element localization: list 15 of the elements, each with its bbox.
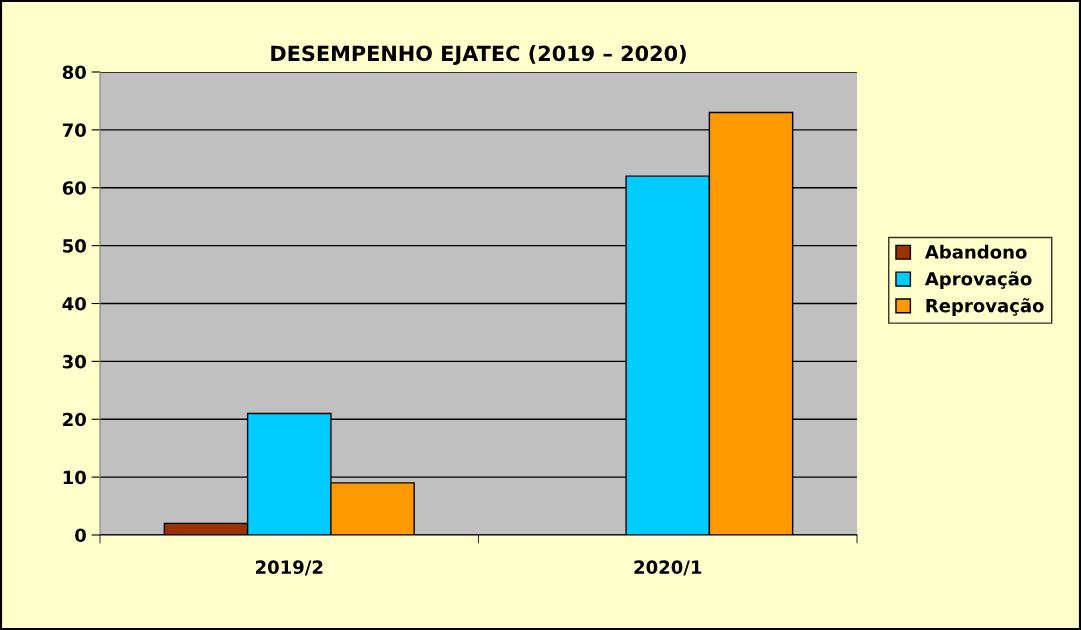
y-tick-label: 40	[62, 296, 86, 311]
y-tick-label: 10	[63, 470, 86, 485]
y-tick-label: 70	[62, 123, 86, 137]
legend-label: Abandono	[924, 244, 1027, 259]
x-tick-label: 2020/1	[634, 560, 702, 576]
legend-label: Reprovação	[926, 298, 1044, 316]
y-tick-label: 80	[62, 65, 86, 80]
x-tick-label: 2019/2	[255, 560, 323, 576]
y-tick-label: 30	[62, 354, 86, 369]
y-tick-label: 20	[63, 412, 86, 427]
chart-title: DESEMPENHO EJATEC (2019 – 2020)	[271, 45, 686, 66]
y-tick-label: 0	[75, 528, 86, 543]
y-tick-label: 50	[63, 239, 86, 253]
y-tick-label: 60	[62, 181, 86, 195]
legend-label: Aprovação	[924, 271, 1032, 290]
